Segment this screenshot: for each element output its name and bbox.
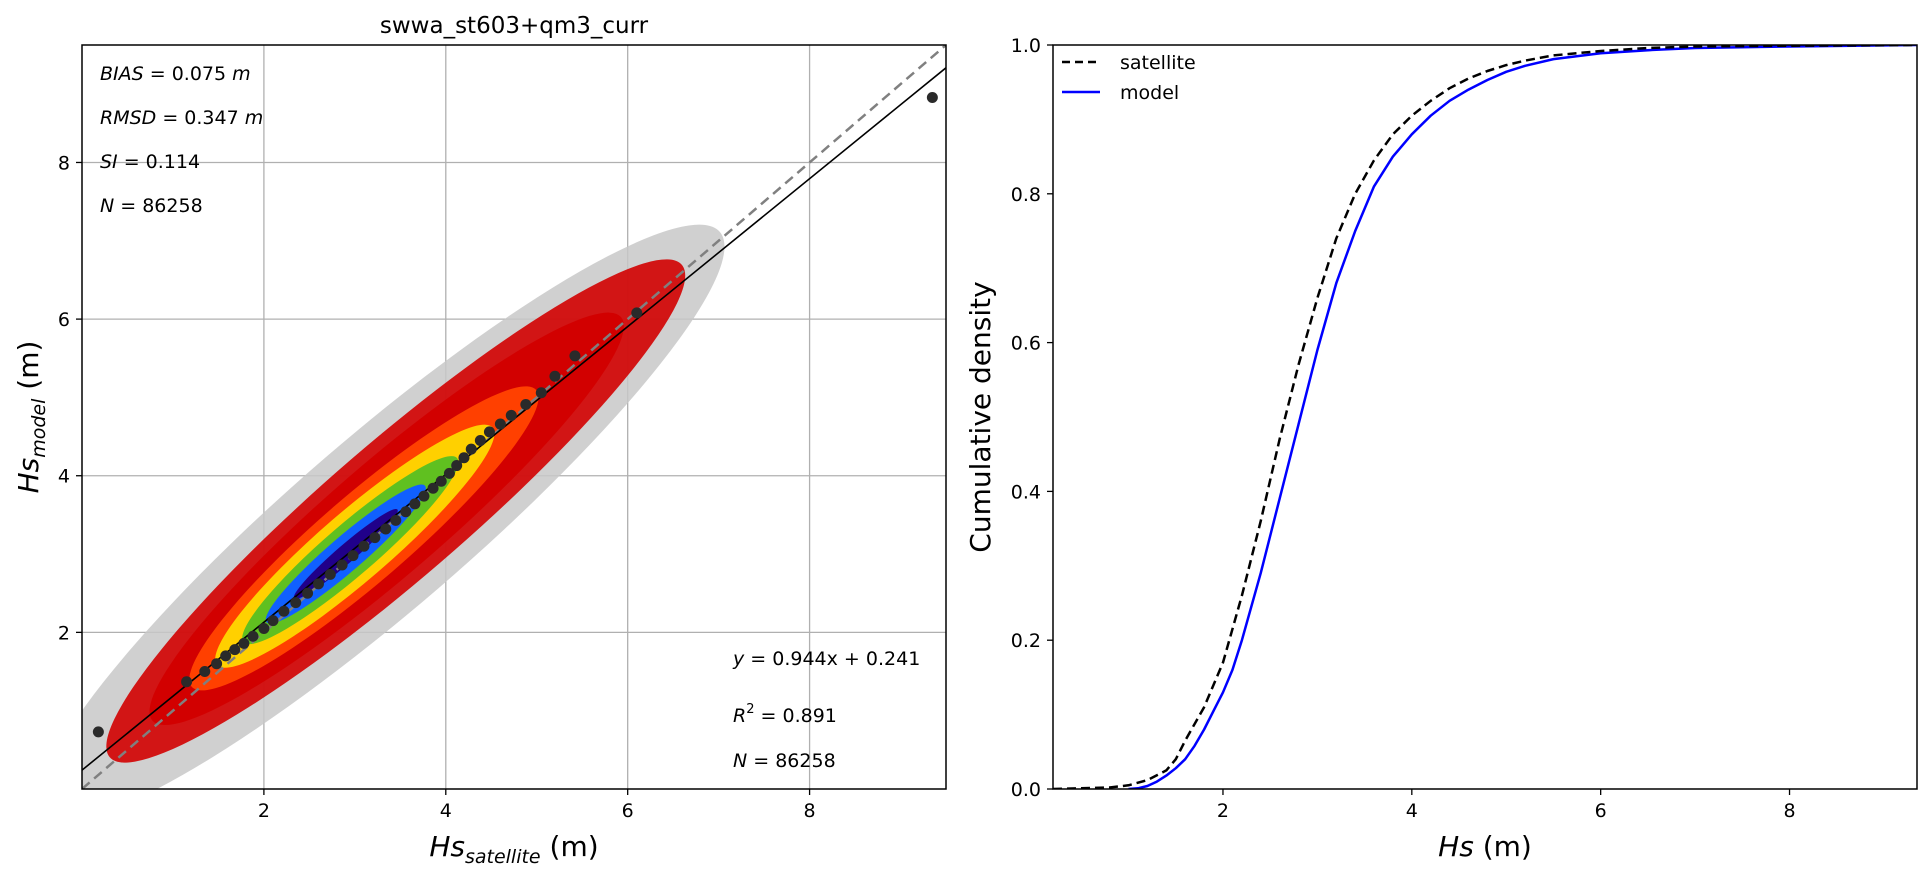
quantile-points bbox=[92, 91, 938, 738]
quantile-point bbox=[238, 637, 250, 649]
stat-r2: R2 = 0.891 bbox=[733, 702, 837, 727]
y-tick-label: 4 bbox=[58, 466, 70, 488]
scatter-axes-frame bbox=[81, 44, 947, 790]
legend-satellite-label: satellite bbox=[1120, 52, 1196, 74]
scatter-title: swwa_st603+qm3_curr bbox=[380, 13, 649, 39]
quantile-point bbox=[211, 658, 223, 670]
quantile-point bbox=[247, 630, 259, 642]
stat-si: SI = 0.114 bbox=[100, 151, 200, 173]
cdf-y-ticks: 0.0 0.2 0.4 0.6 0.8 1.0 bbox=[1011, 35, 1053, 801]
quantile-point bbox=[465, 443, 477, 455]
quantile-point bbox=[358, 540, 370, 552]
quantile-point bbox=[520, 398, 532, 410]
cdf-x-label: Hs (m) bbox=[1438, 830, 1532, 863]
quantile-point bbox=[569, 350, 581, 362]
y-tick-label: 0.2 bbox=[1011, 630, 1041, 652]
quantile-point bbox=[427, 482, 439, 494]
y-tick-label: 8 bbox=[58, 152, 70, 174]
stat-bias: BIAS = 0.075 m bbox=[100, 63, 251, 85]
series-model-line bbox=[1128, 45, 1917, 789]
scatter-panel: 2 4 6 8 2 4 6 8 swwa_st603+qm3_curr BIAS = 0.0… bbox=[12, 13, 947, 868]
quantile-point bbox=[400, 506, 412, 518]
cdf-x-ticks: 2 4 6 8 bbox=[1217, 789, 1796, 822]
quantile-point bbox=[418, 490, 430, 502]
quantile-point bbox=[92, 726, 104, 738]
y-tick-label: 0.8 bbox=[1011, 184, 1041, 206]
series-satellite-line bbox=[1053, 45, 1917, 789]
x-tick-label: 8 bbox=[804, 800, 816, 822]
stat-n: N = 86258 bbox=[100, 195, 203, 217]
cdf-series bbox=[1053, 45, 1917, 789]
y-tick-label: 0.0 bbox=[1011, 779, 1041, 801]
quantile-point bbox=[336, 559, 348, 571]
quantile-point bbox=[267, 615, 279, 627]
quantile-point bbox=[390, 514, 402, 526]
quantile-point bbox=[458, 452, 470, 464]
legend-model-label: model bbox=[1120, 82, 1179, 104]
quantile-point bbox=[435, 475, 447, 487]
quantile-point bbox=[380, 523, 392, 535]
quantile-point bbox=[324, 568, 336, 580]
quantile-point bbox=[631, 307, 643, 319]
quantile-point bbox=[483, 426, 495, 438]
quantile-point bbox=[505, 409, 517, 421]
cdf-plot-area bbox=[1053, 45, 1917, 789]
scatter-y-ticks: 2 4 6 8 bbox=[58, 152, 82, 644]
quantile-point bbox=[347, 550, 359, 562]
y-tick-label: 1.0 bbox=[1011, 35, 1041, 57]
quantile-point bbox=[278, 605, 290, 617]
y-tick-label: 0.6 bbox=[1011, 333, 1041, 355]
x-tick-label: 6 bbox=[1595, 800, 1607, 822]
cdf-axes-frame bbox=[1052, 44, 1918, 790]
quantile-point bbox=[199, 666, 211, 678]
one-to-one-line bbox=[82, 45, 946, 789]
stat-n-bottom: N = 86258 bbox=[733, 750, 836, 772]
y-tick-label: 0.4 bbox=[1011, 481, 1041, 503]
x-tick-label: 2 bbox=[258, 800, 270, 822]
quantile-point bbox=[302, 587, 314, 599]
x-tick-label: 6 bbox=[622, 800, 634, 822]
quantile-point bbox=[494, 418, 506, 430]
y-tick-label: 2 bbox=[58, 622, 70, 644]
stat-rmsd: RMSD = 0.347 m bbox=[100, 107, 263, 129]
quantile-point bbox=[926, 91, 938, 103]
quantile-point bbox=[220, 650, 232, 662]
quantile-point bbox=[181, 676, 193, 688]
x-tick-label: 4 bbox=[1406, 800, 1418, 822]
x-tick-label: 2 bbox=[1217, 800, 1229, 822]
quantile-point bbox=[451, 460, 463, 472]
y-tick-label: 6 bbox=[58, 309, 70, 331]
quantile-point bbox=[229, 644, 241, 656]
cdf-legend: satellite model bbox=[1062, 52, 1196, 104]
x-tick-label: 4 bbox=[440, 800, 452, 822]
quantile-point bbox=[474, 434, 486, 446]
cdf-y-label: Cumulative density bbox=[964, 281, 997, 552]
quantile-point bbox=[443, 467, 455, 479]
quantile-point bbox=[290, 597, 302, 609]
quantile-point bbox=[409, 498, 421, 510]
quantile-point bbox=[312, 578, 324, 590]
quantile-point bbox=[258, 622, 270, 634]
x-tick-label: 8 bbox=[1783, 800, 1795, 822]
quantile-point bbox=[549, 370, 561, 382]
fit-equation: y = 0.944x + 0.241 bbox=[732, 648, 920, 670]
scatter-x-label: Hssatellite (m) bbox=[429, 830, 598, 868]
scatter-y-label: Hsmodel (m) bbox=[12, 341, 50, 494]
scatter-x-ticks: 2 4 6 8 bbox=[258, 789, 816, 822]
quantile-point bbox=[535, 387, 547, 399]
quantile-point bbox=[369, 532, 381, 544]
